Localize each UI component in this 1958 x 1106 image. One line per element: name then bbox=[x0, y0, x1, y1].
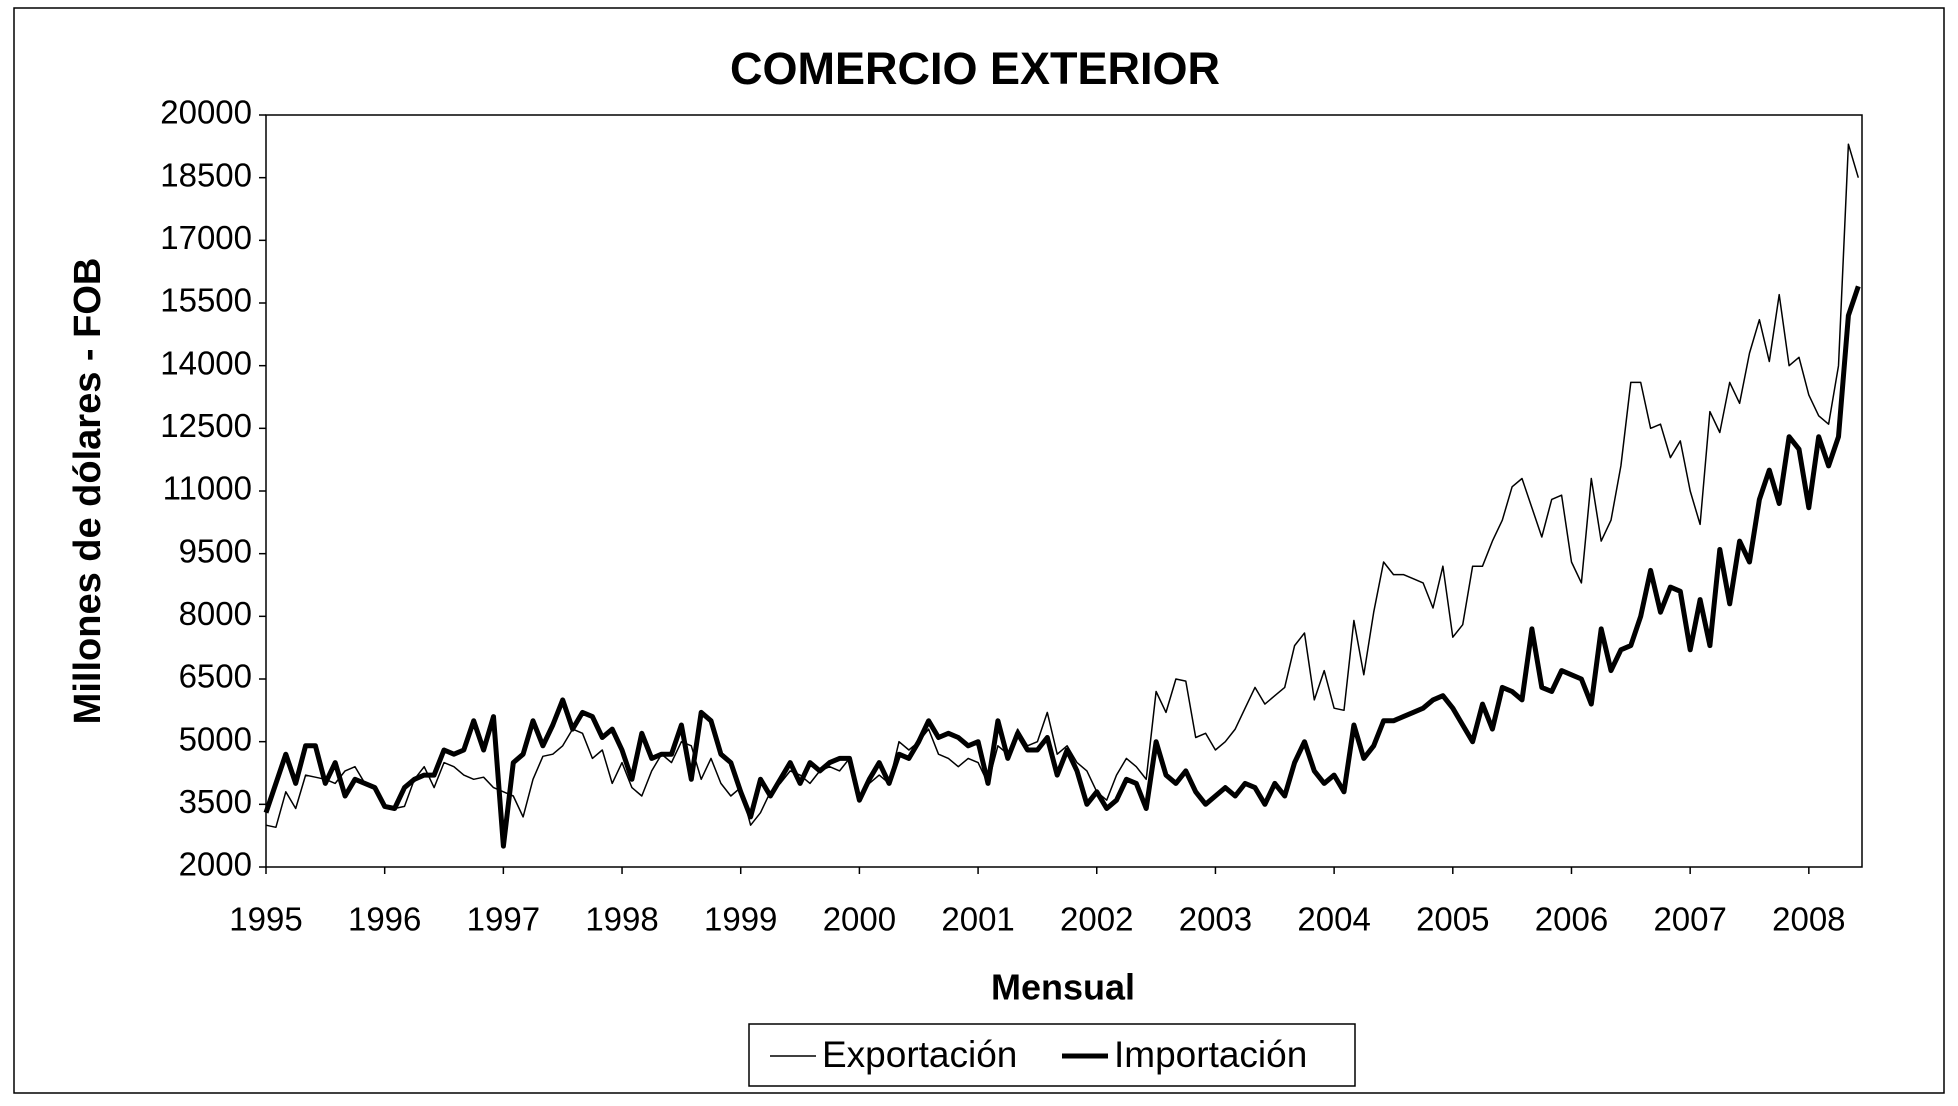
x-axis-label: Mensual bbox=[991, 967, 1135, 1008]
x-tick-label: 1998 bbox=[585, 901, 658, 938]
y-axis-label: Millones de dólares - FOB bbox=[67, 258, 109, 725]
y-tick-label: 18500 bbox=[160, 156, 252, 193]
x-tick-label: 2000 bbox=[823, 901, 896, 938]
x-tick-label: 2004 bbox=[1297, 901, 1370, 938]
x-tick-label: 2007 bbox=[1653, 901, 1726, 938]
x-tick-label: 2008 bbox=[1772, 901, 1845, 938]
x-tick-label: 1996 bbox=[348, 901, 421, 938]
y-tick-label: 15500 bbox=[160, 282, 252, 319]
x-tick-label: 2002 bbox=[1060, 901, 1133, 938]
x-tick-label: 2006 bbox=[1535, 901, 1608, 938]
y-tick-label: 5000 bbox=[179, 720, 252, 757]
x-tick-label: 2005 bbox=[1416, 901, 1489, 938]
y-tick-label: 11000 bbox=[163, 470, 252, 507]
y-tick-label: 14000 bbox=[160, 344, 252, 381]
chart-frame bbox=[13, 7, 1945, 1094]
legend-label: Exportación bbox=[822, 1034, 1017, 1075]
y-tick-label: 20000 bbox=[160, 94, 252, 131]
y-tick-label: 8000 bbox=[179, 595, 252, 632]
y-tick-label: 12500 bbox=[160, 407, 252, 444]
y-tick-label: 6500 bbox=[179, 658, 252, 695]
chart-title: COMERCIO EXTERIOR bbox=[730, 43, 1220, 94]
legend-label: Importación bbox=[1114, 1034, 1307, 1075]
x-tick-label: 2003 bbox=[1179, 901, 1252, 938]
series-line bbox=[263, 285, 1861, 849]
y-tick-label: 3500 bbox=[179, 783, 252, 820]
x-tick-label: 1997 bbox=[467, 901, 540, 938]
y-tick-label: 17000 bbox=[160, 219, 252, 256]
y-tick-label: 2000 bbox=[179, 846, 252, 883]
x-tick-label: 1995 bbox=[229, 901, 302, 938]
x-tick-label: 2001 bbox=[941, 901, 1014, 938]
series-line bbox=[265, 143, 1860, 829]
x-tick-label: 1999 bbox=[704, 901, 777, 938]
legend-box bbox=[748, 1023, 1356, 1087]
y-tick-label: 9500 bbox=[179, 532, 252, 569]
